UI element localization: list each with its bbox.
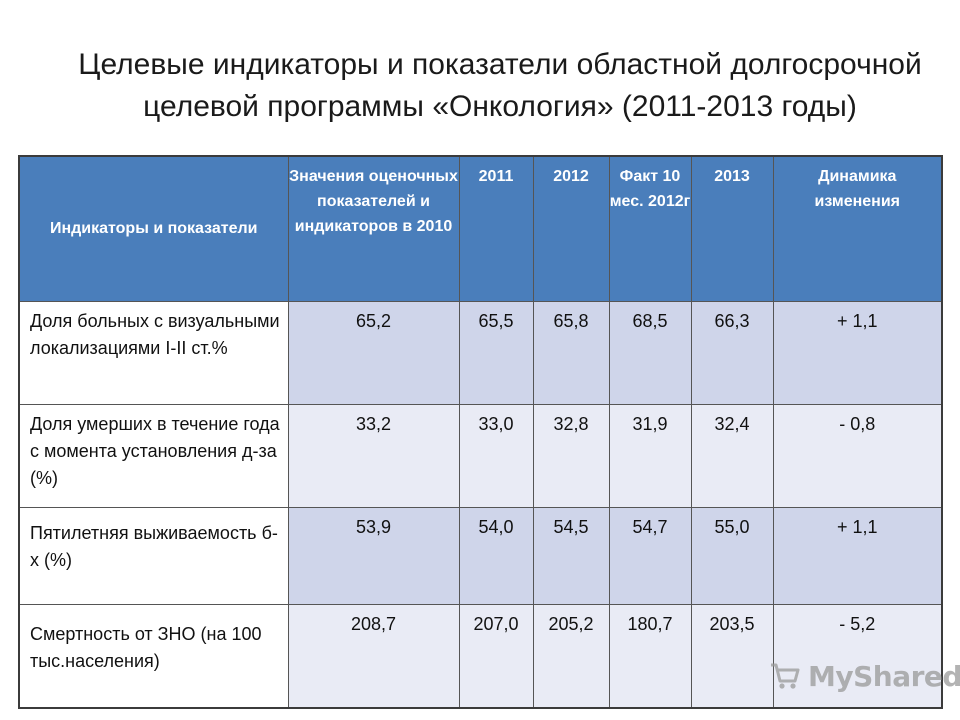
table-header-row: Индикаторы и показатели Значения оценочн… <box>18 155 943 302</box>
header-indicators: Индикаторы и показатели <box>18 155 289 302</box>
title-line-1: Целевые индикаторы и показатели областно… <box>78 48 922 81</box>
cell-value-dynamics: + 1,1 <box>772 300 943 405</box>
header-2012: 2012 <box>532 155 610 302</box>
header-values-2010: Значения оценочных показателей и индикат… <box>287 155 460 302</box>
cell-value-2013: 32,4 <box>690 403 774 508</box>
cell-value-2011: 54,0 <box>458 506 534 605</box>
cell-value-2010: 33,2 <box>287 403 460 508</box>
cell-value-2011: 65,5 <box>458 300 534 405</box>
watermark-text: MyShared <box>808 659 960 693</box>
header-2013: 2013 <box>690 155 774 302</box>
cell-value-dynamics: + 1,1 <box>772 506 943 605</box>
cell-value-dynamics: - 0,8 <box>772 403 943 508</box>
cell-value-dynamics: - 5,2 <box>772 603 943 708</box>
cell-value-2012: 205,2 <box>532 603 610 708</box>
cell-value-2010: 65,2 <box>287 300 460 405</box>
row-label: Пятилетняя выживаемость б-х (%) <box>18 506 289 605</box>
row-label: Доля умерших в течение года с момента ус… <box>18 403 289 508</box>
cell-value-fact-2012: 31,9 <box>608 403 692 508</box>
cell-value-2013: 203,5 <box>690 603 774 708</box>
cell-value-2013: 66,3 <box>690 300 774 405</box>
table-row: Доля умерших в течение года с момента ус… <box>18 403 943 508</box>
cell-value-fact-2012: 54,7 <box>608 506 692 605</box>
cell-value-2011: 33,0 <box>458 403 534 508</box>
watermark-logo: MyShared <box>768 656 960 696</box>
row-label: Смертность от ЗНО (на 100 тыс.населения) <box>18 603 289 708</box>
cell-value-2012: 54,5 <box>532 506 610 605</box>
cell-value-2012: 32,8 <box>532 403 610 508</box>
table-row: Пятилетняя выживаемость б-х (%) 53,9 54,… <box>18 506 943 605</box>
indicators-table: Индикаторы и показатели Значения оценочн… <box>18 155 943 709</box>
table-row: Смертность от ЗНО (на 100 тыс.населения)… <box>18 603 943 708</box>
shopping-cart-icon <box>771 663 800 689</box>
header-2011: 2011 <box>458 155 534 302</box>
cell-value-2011: 207,0 <box>458 603 534 708</box>
row-label: Доля больных с визуальными локализациями… <box>18 300 289 405</box>
header-fact-10-months: Факт 10 мес. 2012г <box>608 155 692 302</box>
cell-value-fact-2012: 68,5 <box>608 300 692 405</box>
cell-value-fact-2012: 180,7 <box>608 603 692 708</box>
table-row: Доля больных с визуальными локализациями… <box>18 300 943 405</box>
slide-title: Целевые индикаторы и показатели областно… <box>40 44 960 128</box>
cell-value-2010: 53,9 <box>287 506 460 605</box>
cell-value-2012: 65,8 <box>532 300 610 405</box>
cell-value-2013: 55,0 <box>690 506 774 605</box>
title-line-2: целевой программы «Онкология» (2011-2013… <box>143 90 857 123</box>
cell-value-2010: 208,7 <box>287 603 460 708</box>
header-dynamics: Динамика изменения <box>772 155 943 302</box>
